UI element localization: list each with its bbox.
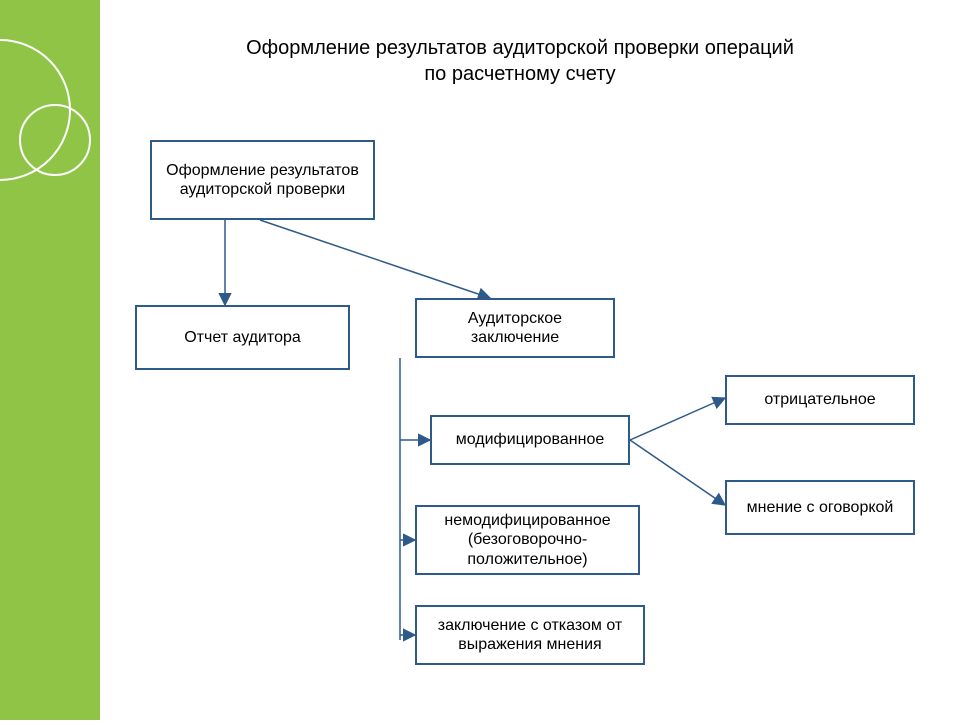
decorative-sidebar (0, 0, 100, 720)
node-qual: мнение с оговоркой (725, 480, 915, 535)
node-unmod: немодифицированное (безоговорочно-положи… (415, 505, 640, 575)
title-line2: по расчетному счету (424, 63, 615, 85)
sidebar-svg (0, 0, 100, 720)
node-root: Оформление результатов аудиторской прове… (150, 140, 375, 220)
edge-1 (260, 220, 490, 298)
edge-6 (630, 398, 725, 440)
node-mod: модифицированное (430, 415, 630, 465)
title-line1: Оформление результатов аудиторской прове… (246, 37, 794, 59)
node-concl: Аудиторское заключение (415, 298, 615, 358)
node-neg: отрицательное (725, 375, 915, 425)
edge-7 (630, 440, 725, 505)
page-title: Оформление результатов аудиторской прове… (170, 35, 870, 87)
node-report: Отчет аудитора (135, 305, 350, 370)
node-refuse: заключение с отказом от выражения мнения (415, 605, 645, 665)
